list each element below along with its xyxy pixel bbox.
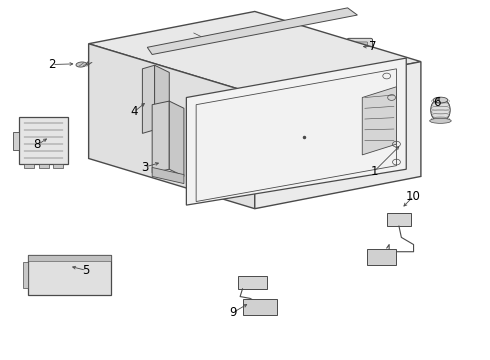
Ellipse shape: [433, 97, 448, 103]
Polygon shape: [387, 213, 411, 226]
Bar: [257, 302, 263, 313]
Polygon shape: [27, 255, 111, 261]
Polygon shape: [143, 65, 155, 134]
FancyBboxPatch shape: [352, 42, 368, 50]
Polygon shape: [362, 87, 396, 155]
Bar: [243, 278, 247, 287]
Polygon shape: [367, 249, 396, 265]
Circle shape: [188, 29, 199, 37]
Bar: [103, 270, 109, 284]
Text: 7: 7: [369, 40, 377, 53]
Polygon shape: [53, 164, 63, 168]
Circle shape: [73, 269, 95, 285]
Polygon shape: [169, 101, 184, 176]
Polygon shape: [89, 12, 421, 94]
Polygon shape: [24, 164, 34, 168]
Bar: [250, 278, 255, 287]
Bar: [401, 215, 407, 224]
Polygon shape: [255, 62, 421, 209]
Polygon shape: [147, 8, 357, 54]
Polygon shape: [243, 300, 277, 315]
Text: 4: 4: [130, 105, 138, 118]
Text: 2: 2: [48, 58, 56, 71]
Text: 10: 10: [406, 190, 421, 203]
Polygon shape: [23, 262, 27, 288]
Bar: [248, 302, 254, 313]
Bar: [266, 302, 272, 313]
Text: 9: 9: [229, 306, 237, 319]
Text: 8: 8: [34, 138, 41, 151]
Polygon shape: [152, 167, 184, 184]
Ellipse shape: [430, 118, 451, 123]
Bar: [96, 270, 101, 284]
Ellipse shape: [431, 98, 450, 122]
Bar: [257, 278, 262, 287]
Circle shape: [40, 270, 59, 284]
Polygon shape: [13, 132, 19, 149]
Bar: [391, 215, 397, 224]
Circle shape: [34, 265, 65, 288]
Polygon shape: [152, 101, 169, 173]
Polygon shape: [89, 44, 255, 209]
Text: 5: 5: [82, 264, 90, 277]
FancyBboxPatch shape: [347, 39, 372, 54]
Polygon shape: [39, 164, 49, 168]
Polygon shape: [27, 255, 111, 295]
Ellipse shape: [87, 61, 94, 65]
Text: 1: 1: [371, 165, 378, 177]
Text: 3: 3: [141, 161, 148, 174]
Polygon shape: [155, 65, 169, 137]
Text: 6: 6: [433, 96, 441, 109]
Ellipse shape: [76, 62, 87, 67]
Polygon shape: [238, 276, 267, 289]
Polygon shape: [186, 58, 406, 205]
Polygon shape: [19, 117, 68, 164]
